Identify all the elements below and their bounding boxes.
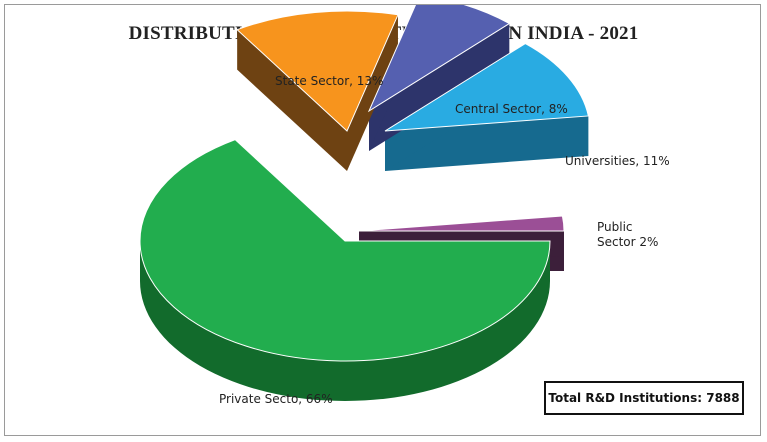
pie-slice (367, 5, 511, 113)
pie-slice (236, 10, 399, 132)
pie-chart: Private Secto, 66% State Sector, 13% Centr… (139, 5, 670, 406)
slice-label: Universities, 11% (565, 154, 670, 168)
pie-slice (139, 139, 551, 362)
slice-label: State Sector, 13% (275, 74, 383, 88)
pie-slice (358, 215, 565, 232)
pie-slice-wall (347, 14, 398, 172)
slice-label: Sector 2% (597, 235, 658, 249)
slice-label: Public (597, 220, 633, 234)
slice-label: Central Sector, 8% (455, 102, 568, 116)
pie-slice-side (140, 241, 550, 401)
total-institutions-box: Total R&D Institutions: 7888 (544, 381, 744, 415)
slice-label: Private Secto, 66% (219, 392, 333, 406)
chart-frame: DISTRIBUTION OF R&D INSTITUTIONS IN INDI… (4, 4, 761, 436)
pie-slice (384, 42, 589, 132)
pie-slice-wall (237, 29, 347, 171)
